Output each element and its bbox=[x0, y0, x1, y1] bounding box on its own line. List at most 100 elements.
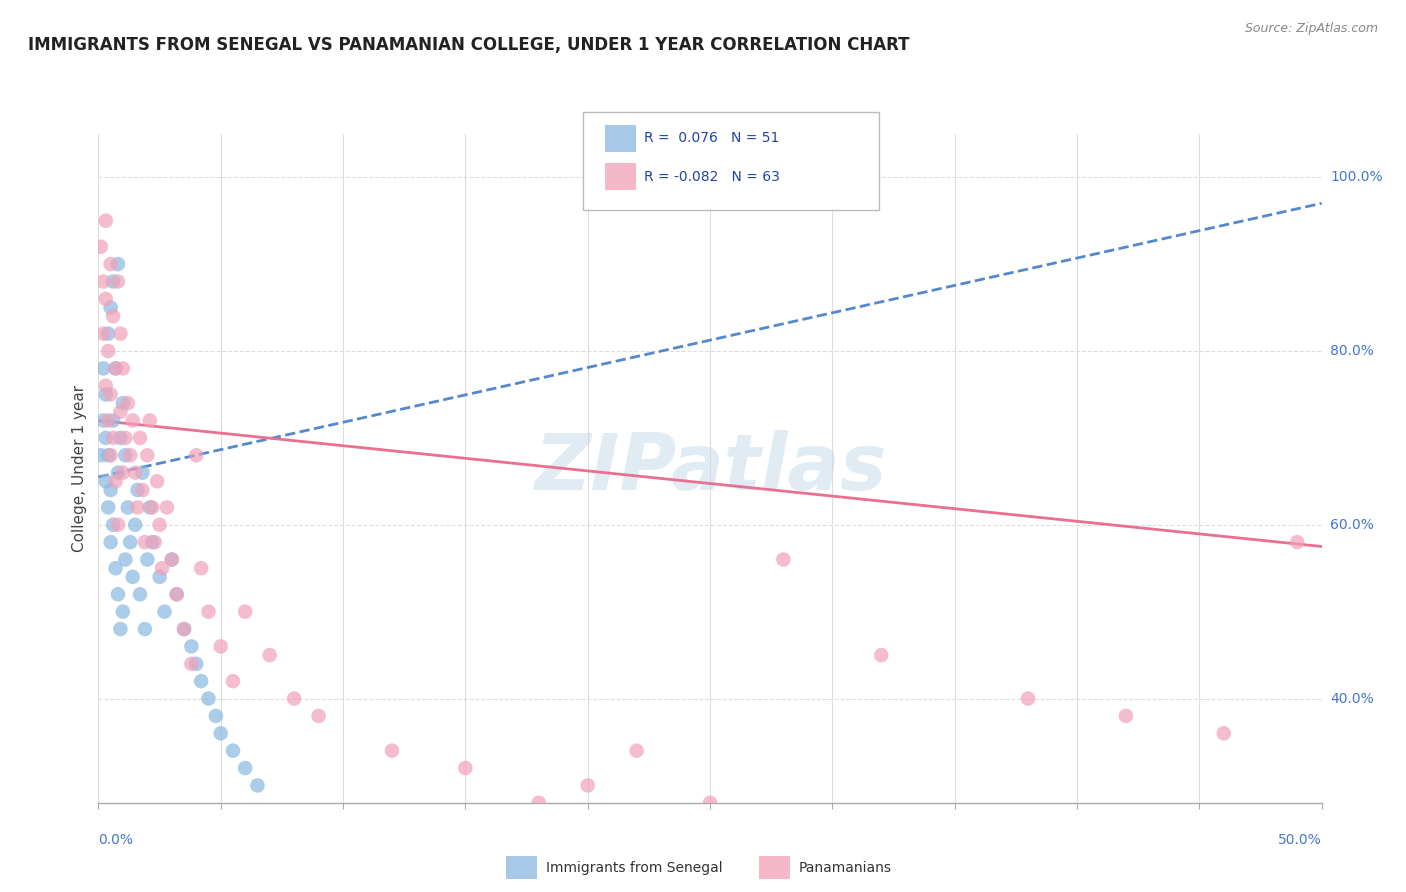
Point bbox=[91, 413, 114, 427]
Point bbox=[97, 344, 120, 359]
Point bbox=[94, 475, 117, 489]
Point bbox=[141, 535, 163, 549]
Point bbox=[117, 500, 139, 515]
Point bbox=[1212, 726, 1234, 740]
Point bbox=[576, 779, 599, 793]
Point bbox=[104, 361, 127, 376]
Point bbox=[124, 466, 146, 480]
Point bbox=[120, 535, 142, 549]
Point bbox=[626, 744, 648, 758]
Point bbox=[139, 413, 162, 427]
Point bbox=[233, 761, 256, 775]
Point bbox=[233, 605, 256, 619]
Point bbox=[197, 691, 219, 706]
Point bbox=[186, 448, 208, 462]
Point bbox=[107, 257, 129, 271]
Point bbox=[110, 431, 132, 445]
Point bbox=[104, 475, 127, 489]
Text: IMMIGRANTS FROM SENEGAL VS PANAMANIAN COLLEGE, UNDER 1 YEAR CORRELATION CHART: IMMIGRANTS FROM SENEGAL VS PANAMANIAN CO… bbox=[28, 36, 910, 54]
Point bbox=[381, 744, 404, 758]
Text: 50.0%: 50.0% bbox=[1278, 833, 1322, 847]
Point bbox=[180, 657, 202, 671]
Point bbox=[173, 622, 195, 636]
Text: 60.0%: 60.0% bbox=[1330, 517, 1374, 532]
Point bbox=[110, 405, 132, 419]
Point bbox=[134, 535, 156, 549]
Point bbox=[149, 570, 172, 584]
Text: ZIPatlas: ZIPatlas bbox=[534, 430, 886, 507]
Point bbox=[1286, 535, 1309, 549]
Point bbox=[94, 213, 117, 227]
Point bbox=[111, 605, 134, 619]
Point bbox=[94, 387, 117, 401]
Point bbox=[100, 387, 122, 401]
Point bbox=[141, 500, 163, 515]
Point bbox=[100, 483, 122, 497]
Text: Source: ZipAtlas.com: Source: ZipAtlas.com bbox=[1244, 22, 1378, 36]
Point bbox=[101, 517, 124, 532]
Point bbox=[166, 587, 188, 601]
Point bbox=[104, 561, 127, 575]
Text: Immigrants from Senegal: Immigrants from Senegal bbox=[546, 861, 723, 875]
Point bbox=[160, 552, 183, 566]
Point bbox=[527, 796, 550, 810]
Point bbox=[121, 413, 143, 427]
Point bbox=[190, 674, 212, 689]
Point bbox=[120, 448, 142, 462]
Point bbox=[111, 361, 134, 376]
Point bbox=[699, 796, 721, 810]
Point bbox=[101, 413, 124, 427]
Point bbox=[143, 535, 166, 549]
Point bbox=[205, 709, 228, 723]
Point bbox=[190, 561, 212, 575]
Point bbox=[186, 657, 208, 671]
Point bbox=[91, 326, 114, 341]
Point bbox=[209, 640, 232, 654]
Point bbox=[136, 552, 159, 566]
Point bbox=[107, 275, 129, 289]
Point bbox=[104, 361, 127, 376]
Point bbox=[114, 552, 136, 566]
Point bbox=[246, 779, 269, 793]
Point bbox=[1017, 691, 1039, 706]
Point bbox=[107, 587, 129, 601]
Point bbox=[127, 483, 149, 497]
Point bbox=[94, 292, 117, 306]
Point bbox=[153, 605, 176, 619]
Point bbox=[166, 587, 188, 601]
Point bbox=[870, 648, 893, 662]
Point bbox=[90, 240, 112, 254]
Point bbox=[97, 413, 120, 427]
Point bbox=[131, 483, 153, 497]
Point bbox=[173, 622, 195, 636]
Point bbox=[114, 431, 136, 445]
Text: 100.0%: 100.0% bbox=[1330, 170, 1382, 185]
Point bbox=[107, 517, 129, 532]
Point bbox=[129, 431, 152, 445]
Point bbox=[91, 361, 114, 376]
Point bbox=[222, 674, 245, 689]
Point bbox=[259, 648, 281, 662]
Text: 80.0%: 80.0% bbox=[1330, 344, 1374, 358]
Point bbox=[94, 378, 117, 392]
Point bbox=[97, 500, 120, 515]
Point bbox=[90, 448, 112, 462]
Point bbox=[209, 726, 232, 740]
Point bbox=[111, 466, 134, 480]
Point bbox=[111, 396, 134, 410]
Point bbox=[100, 535, 122, 549]
Text: R =  0.076   N = 51: R = 0.076 N = 51 bbox=[644, 131, 779, 145]
Point bbox=[101, 431, 124, 445]
Point bbox=[134, 622, 156, 636]
Point bbox=[454, 761, 477, 775]
Point bbox=[100, 257, 122, 271]
Point bbox=[150, 561, 173, 575]
Point bbox=[94, 431, 117, 445]
Point bbox=[100, 301, 122, 315]
Point bbox=[156, 500, 179, 515]
Point bbox=[114, 448, 136, 462]
Point bbox=[283, 691, 305, 706]
Point bbox=[91, 275, 114, 289]
Point bbox=[180, 640, 202, 654]
Point bbox=[308, 709, 330, 723]
